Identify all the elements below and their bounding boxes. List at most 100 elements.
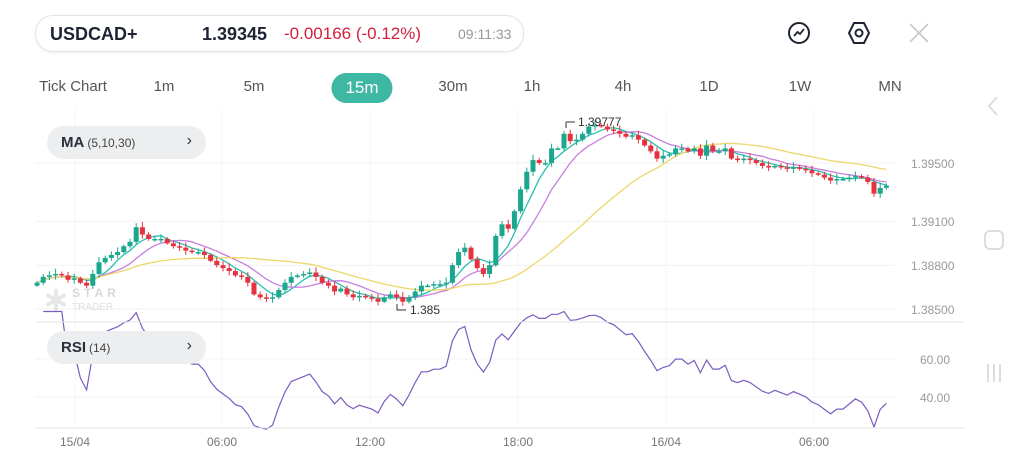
candle-body (821, 174, 827, 178)
candle (350, 290, 356, 301)
tab-15m[interactable]: 15m (331, 73, 393, 103)
square-icon[interactable] (982, 228, 1006, 252)
candle-body (369, 297, 375, 299)
symbol-quote-bar[interactable]: USDCAD+ 1.39345 -0.00166 (-0.12%) 09:11:… (35, 15, 524, 52)
tab-1m[interactable]: 1m (153, 78, 175, 95)
price-tick: 1.38500 (911, 303, 955, 317)
tab-tick-chart[interactable]: Tick Chart (39, 78, 107, 95)
candle-body (214, 260, 220, 266)
candle (164, 237, 170, 245)
tab-5m[interactable]: 5m (243, 78, 265, 95)
candle (685, 146, 691, 153)
close-icon[interactable] (906, 20, 932, 46)
candle (214, 257, 220, 268)
candle-body (251, 282, 257, 295)
tab-mn[interactable]: MN (878, 78, 902, 95)
candle (480, 264, 486, 278)
candle-body (660, 155, 666, 159)
candle-body (301, 273, 307, 276)
candle (846, 174, 852, 182)
candle (629, 131, 635, 140)
candle-body (40, 276, 46, 283)
tab-1h[interactable]: 1h (523, 78, 541, 95)
candle-body (158, 238, 164, 241)
rsi-tick: 40.00 (920, 391, 951, 405)
candle (152, 235, 158, 242)
candle (883, 183, 889, 190)
candle (90, 269, 96, 289)
rsi-tick: 60.00 (920, 353, 951, 367)
time-tick: 06:00 (206, 435, 238, 449)
candle-body (468, 247, 474, 260)
candle (53, 268, 59, 280)
candle (524, 167, 530, 193)
ma-indicator-button[interactable]: MA (5,10,30) › (47, 126, 206, 159)
settings-hexagon-icon[interactable] (846, 20, 872, 46)
ma10-line (36, 131, 887, 299)
candle-body (530, 160, 536, 172)
candle (59, 271, 65, 278)
candle (325, 279, 331, 289)
chevron-right-icon: › (186, 337, 192, 354)
candle-body (784, 167, 790, 169)
candle-body (480, 268, 486, 274)
tab-30m[interactable]: 30m (438, 78, 468, 95)
candle (65, 271, 71, 283)
candle (387, 291, 393, 300)
chevron-left-icon[interactable] (984, 95, 1004, 117)
candle-body (474, 259, 480, 269)
tab-1w[interactable]: 1W (788, 78, 812, 95)
candle (294, 273, 300, 279)
candle-body (883, 185, 889, 188)
candle (474, 256, 480, 271)
candle-body (716, 151, 722, 153)
candle (790, 162, 796, 174)
candle-body (617, 130, 623, 134)
candle-body (728, 148, 734, 159)
candle (220, 261, 226, 272)
quote-time: 09:11:33 (458, 26, 512, 42)
candle-body (257, 294, 263, 298)
candle-body (270, 297, 276, 299)
candle-body (759, 163, 765, 166)
candle (561, 130, 567, 151)
candle (654, 147, 660, 162)
candle (276, 287, 282, 300)
chart-line-icon[interactable] (786, 20, 812, 46)
candle (573, 134, 579, 146)
time-tick: 16/04 (650, 435, 682, 449)
candle (648, 142, 654, 154)
candle (691, 145, 697, 154)
candle (307, 268, 313, 278)
candle (859, 174, 865, 180)
candle-body (623, 133, 629, 137)
candle (697, 144, 703, 159)
candle-body (400, 297, 406, 302)
candle (735, 155, 741, 163)
candle (784, 163, 790, 173)
candle-body (307, 272, 313, 274)
candle (263, 293, 269, 303)
candle (201, 247, 207, 259)
candle (108, 251, 114, 261)
tab-4h[interactable]: 4h (614, 78, 632, 95)
candle-body (697, 148, 703, 156)
candle (71, 273, 77, 284)
candle (834, 173, 840, 185)
candle (356, 290, 362, 302)
candle (369, 293, 375, 302)
rsi-indicator-button[interactable]: RSI (14) › (47, 331, 206, 364)
candle (840, 176, 846, 181)
candle-body (201, 252, 207, 255)
candle-body (431, 284, 437, 286)
tab-1d[interactable]: 1D (699, 78, 719, 95)
candle (617, 125, 623, 139)
menu-bars-icon[interactable] (982, 362, 1006, 384)
candle-body (245, 276, 251, 283)
candle-body (598, 125, 604, 127)
candle (611, 125, 617, 135)
candle (809, 165, 815, 177)
candle-body (189, 250, 195, 253)
candle (245, 272, 251, 287)
